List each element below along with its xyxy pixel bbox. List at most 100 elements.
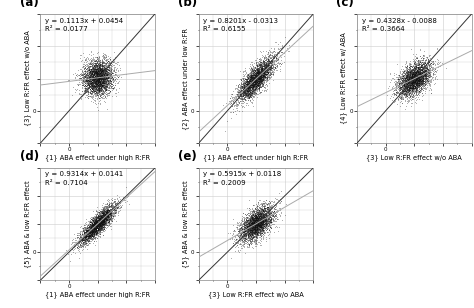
Point [254, 83, 262, 88]
Point [92, 227, 100, 232]
Point [238, 85, 246, 90]
Point [258, 213, 265, 218]
Point [403, 67, 410, 72]
Point [255, 73, 262, 78]
Point [90, 229, 97, 233]
Point [414, 81, 422, 86]
Point [244, 90, 252, 95]
Point [239, 236, 246, 241]
Point [254, 70, 262, 75]
Point [260, 220, 267, 225]
Point [108, 205, 115, 209]
Point [426, 61, 434, 66]
Point [256, 70, 264, 75]
Point [250, 222, 257, 227]
Point [410, 81, 417, 86]
Point [252, 221, 259, 226]
Point [241, 85, 248, 90]
Point [86, 78, 93, 83]
Point [244, 88, 251, 93]
Point [256, 212, 264, 217]
Point [261, 72, 269, 77]
Point [247, 74, 255, 79]
Point [237, 101, 245, 106]
Point [96, 68, 103, 73]
Point [417, 73, 424, 78]
Point [90, 69, 98, 74]
Point [248, 223, 256, 228]
Point [101, 225, 109, 229]
Point [240, 219, 248, 224]
Point [96, 84, 104, 89]
Point [96, 220, 104, 225]
Point [240, 230, 248, 235]
Point [261, 62, 268, 67]
Point [400, 68, 407, 73]
Point [245, 233, 253, 238]
Point [266, 60, 273, 65]
Point [246, 224, 253, 229]
Point [254, 223, 261, 228]
Point [95, 79, 102, 83]
Point [89, 217, 96, 222]
Point [240, 89, 248, 94]
Point [240, 238, 248, 243]
Point [95, 217, 102, 222]
Point [248, 224, 256, 229]
Point [99, 225, 107, 230]
Point [106, 203, 114, 208]
Point [254, 217, 261, 222]
Point [260, 79, 268, 84]
Point [81, 241, 88, 246]
Point [93, 205, 101, 210]
Point [256, 76, 264, 81]
Point [408, 79, 415, 84]
Point [404, 72, 412, 77]
Point [405, 88, 413, 93]
Point [432, 69, 439, 74]
Point [416, 77, 424, 82]
Point [406, 83, 413, 88]
Point [421, 71, 429, 75]
Point [94, 56, 102, 61]
Point [104, 215, 111, 220]
Point [404, 87, 411, 92]
Point [411, 75, 419, 79]
Point [92, 92, 100, 97]
Point [105, 203, 113, 208]
Point [265, 53, 273, 58]
Point [89, 75, 97, 79]
Point [74, 73, 82, 78]
Point [241, 67, 249, 72]
Point [255, 86, 263, 91]
Point [254, 71, 262, 76]
Point [100, 222, 108, 227]
Point [403, 70, 410, 75]
Point [265, 57, 273, 62]
Point [245, 83, 252, 87]
Point [416, 72, 424, 77]
Point [404, 76, 411, 81]
Point [102, 210, 110, 215]
Point [408, 84, 415, 89]
Point [93, 214, 101, 219]
Point [248, 82, 256, 87]
Point [402, 75, 410, 80]
Point [83, 76, 91, 81]
Point [411, 67, 419, 72]
Point [264, 223, 272, 228]
Point [258, 228, 266, 233]
Point [254, 210, 262, 215]
Point [266, 68, 273, 73]
Point [94, 226, 102, 231]
Point [254, 73, 262, 78]
Point [257, 223, 265, 228]
Point [264, 71, 272, 75]
Point [253, 87, 261, 91]
Point [413, 71, 421, 76]
Point [79, 72, 86, 77]
Point [84, 229, 91, 234]
Point [258, 70, 265, 75]
Point [248, 216, 256, 221]
Point [96, 219, 104, 224]
